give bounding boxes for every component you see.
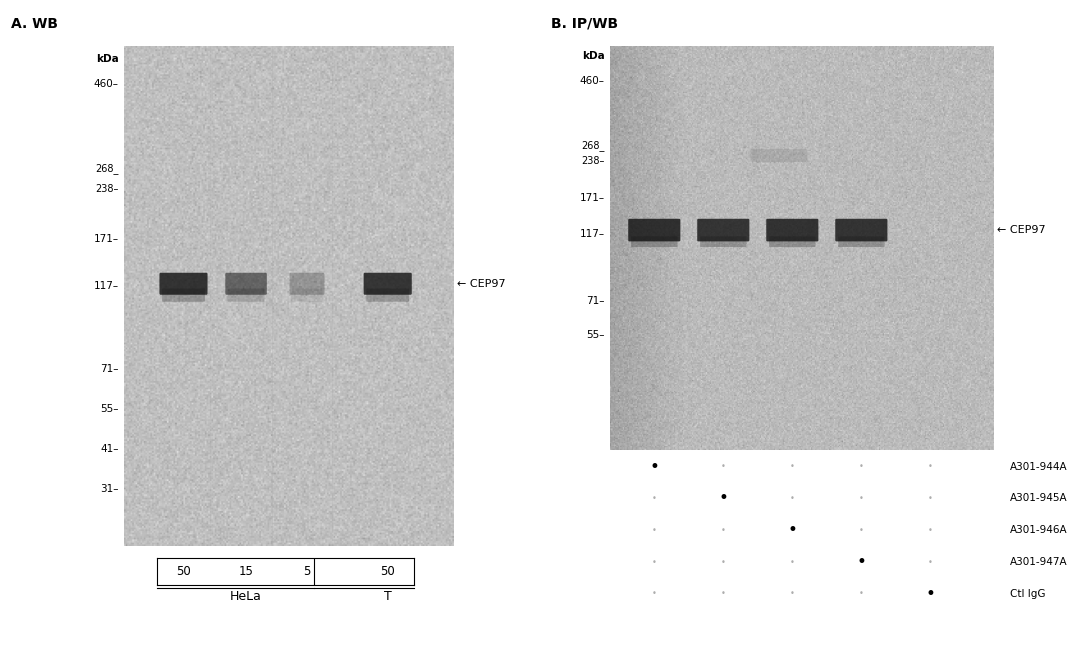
Text: •: • bbox=[928, 494, 933, 503]
Text: •: • bbox=[652, 494, 657, 503]
FancyBboxPatch shape bbox=[629, 218, 680, 242]
FancyBboxPatch shape bbox=[289, 273, 324, 295]
FancyBboxPatch shape bbox=[766, 218, 819, 242]
Text: 31–: 31– bbox=[100, 484, 119, 494]
Text: 268_: 268_ bbox=[95, 164, 119, 174]
FancyBboxPatch shape bbox=[835, 218, 888, 242]
Text: •: • bbox=[859, 526, 864, 535]
Text: •: • bbox=[720, 462, 726, 471]
Text: 171–: 171– bbox=[94, 234, 119, 244]
FancyBboxPatch shape bbox=[226, 273, 267, 295]
FancyBboxPatch shape bbox=[769, 236, 815, 247]
Text: ← CEP97: ← CEP97 bbox=[457, 279, 505, 289]
Text: •: • bbox=[859, 462, 864, 471]
Text: •: • bbox=[859, 494, 864, 503]
Text: •: • bbox=[859, 589, 864, 598]
Text: A301-945A: A301-945A bbox=[1010, 493, 1067, 504]
Text: 171–: 171– bbox=[580, 193, 605, 203]
FancyBboxPatch shape bbox=[700, 236, 746, 247]
Text: 41–: 41– bbox=[100, 444, 119, 453]
Text: •: • bbox=[652, 526, 657, 535]
FancyBboxPatch shape bbox=[228, 289, 265, 302]
Text: 117–: 117– bbox=[580, 229, 605, 239]
Text: kDa: kDa bbox=[96, 54, 119, 64]
Text: 5: 5 bbox=[303, 565, 311, 578]
FancyBboxPatch shape bbox=[631, 236, 677, 247]
Text: 15: 15 bbox=[239, 565, 254, 578]
FancyBboxPatch shape bbox=[838, 236, 885, 247]
Text: 55–: 55– bbox=[100, 404, 119, 414]
Text: •: • bbox=[649, 457, 659, 476]
Text: 238–: 238– bbox=[581, 156, 605, 166]
FancyBboxPatch shape bbox=[292, 289, 323, 302]
FancyBboxPatch shape bbox=[698, 218, 750, 242]
Text: •: • bbox=[720, 526, 726, 535]
Text: 55–: 55– bbox=[586, 330, 605, 340]
Text: •: • bbox=[652, 589, 657, 598]
Text: •: • bbox=[789, 462, 795, 471]
Text: •: • bbox=[926, 585, 935, 603]
Text: •: • bbox=[789, 557, 795, 567]
Text: •: • bbox=[928, 526, 933, 535]
Text: A301-944A: A301-944A bbox=[1010, 461, 1067, 472]
Text: 117–: 117– bbox=[94, 281, 119, 291]
Text: A301-947A: A301-947A bbox=[1010, 557, 1067, 567]
Text: 71–: 71– bbox=[100, 363, 119, 374]
Text: ← CEP97: ← CEP97 bbox=[997, 225, 1045, 235]
Text: 460–: 460– bbox=[94, 79, 119, 89]
Text: 50: 50 bbox=[380, 565, 395, 578]
Text: A301-946A: A301-946A bbox=[1010, 525, 1067, 536]
Text: kDa: kDa bbox=[582, 52, 605, 62]
Text: •: • bbox=[787, 521, 797, 540]
Text: •: • bbox=[928, 557, 933, 567]
FancyBboxPatch shape bbox=[364, 273, 411, 295]
Text: •: • bbox=[789, 589, 795, 598]
Text: 268_: 268_ bbox=[581, 140, 605, 151]
Text: 50: 50 bbox=[176, 565, 191, 578]
Text: 238–: 238– bbox=[95, 184, 119, 194]
Text: B. IP/WB: B. IP/WB bbox=[551, 17, 618, 30]
Text: 460–: 460– bbox=[580, 75, 605, 85]
Text: •: • bbox=[652, 557, 657, 567]
Text: A. WB: A. WB bbox=[11, 17, 58, 30]
Text: •: • bbox=[856, 553, 866, 571]
Text: •: • bbox=[720, 557, 726, 567]
FancyBboxPatch shape bbox=[160, 273, 207, 295]
Text: •: • bbox=[928, 462, 933, 471]
Text: T: T bbox=[383, 590, 392, 603]
FancyBboxPatch shape bbox=[366, 289, 409, 302]
FancyBboxPatch shape bbox=[162, 289, 205, 302]
FancyBboxPatch shape bbox=[751, 149, 807, 162]
Text: Ctl IgG: Ctl IgG bbox=[1010, 589, 1045, 599]
Text: 71–: 71– bbox=[586, 296, 605, 306]
Text: •: • bbox=[720, 589, 726, 598]
Text: •: • bbox=[718, 489, 728, 508]
Text: HeLa: HeLa bbox=[229, 590, 261, 603]
Text: •: • bbox=[789, 494, 795, 503]
